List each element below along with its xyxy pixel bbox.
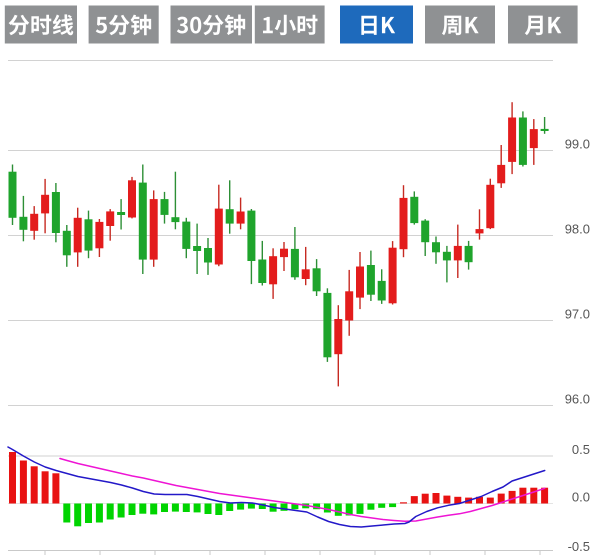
svg-text:0.0: 0.0 (572, 490, 590, 505)
svg-text:99.0: 99.0 (565, 136, 590, 151)
svg-text:98.0: 98.0 (565, 221, 590, 236)
svg-text:-0.5: -0.5 (568, 539, 590, 554)
svg-text:0.5: 0.5 (572, 442, 590, 457)
svg-text:96.0: 96.0 (565, 391, 590, 406)
svg-text:97.0: 97.0 (565, 306, 590, 321)
